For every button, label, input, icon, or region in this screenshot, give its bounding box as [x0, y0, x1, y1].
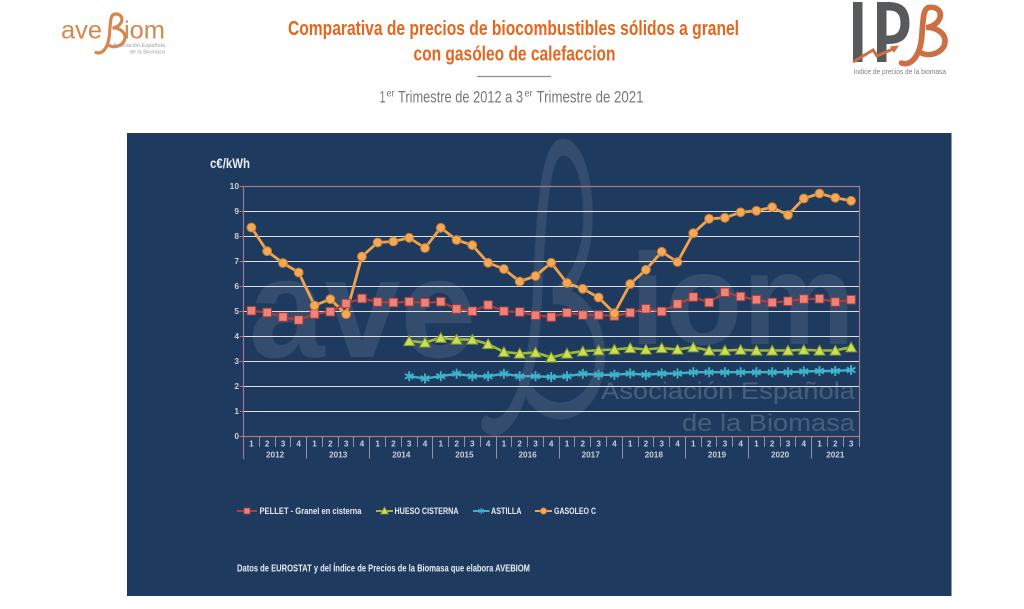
svg-text:de la Biomasa: de la Biomasa: [682, 410, 856, 437]
svg-text:GASOLEO C: GASOLEO C: [554, 506, 596, 516]
svg-text:2: 2: [770, 440, 775, 449]
svg-text:2: 2: [391, 440, 396, 449]
svg-text:2: 2: [833, 440, 838, 449]
svg-text:4: 4: [738, 440, 743, 449]
svg-text:3: 3: [723, 440, 728, 449]
svg-text:Asociación Española: Asociación Española: [113, 43, 166, 49]
svg-text:4: 4: [234, 331, 239, 341]
svg-text:2016: 2016: [518, 451, 537, 460]
svg-text:1: 1: [691, 440, 696, 449]
svg-text:Comparativa de precios de bioc: Comparativa de precios de biocombustible…: [288, 18, 739, 40]
svg-text:Asociación Española: Asociación Española: [601, 378, 856, 405]
svg-text:4: 4: [360, 440, 365, 449]
svg-text:4: 4: [802, 440, 807, 449]
svg-text:2: 2: [581, 440, 586, 449]
svg-text:2017: 2017: [582, 451, 601, 460]
svg-text:1: 1: [380, 88, 386, 107]
svg-text:Trimestre de 2021: Trimestre de 2021: [537, 88, 644, 107]
svg-text:er: er: [387, 89, 396, 100]
svg-text:1: 1: [234, 406, 239, 416]
svg-text:de la Biomasa: de la Biomasa: [130, 50, 166, 56]
svg-text:4: 4: [612, 440, 617, 449]
svg-text:1: 1: [628, 440, 633, 449]
svg-text:2: 2: [265, 440, 270, 449]
svg-text:3: 3: [659, 440, 664, 449]
svg-text:2020: 2020: [771, 451, 790, 460]
svg-text:2018: 2018: [645, 451, 664, 460]
svg-text:1: 1: [817, 440, 822, 449]
svg-text:con gasóleo de calefaccion: con gasóleo de calefaccion: [414, 44, 616, 66]
svg-text:2: 2: [454, 440, 459, 449]
svg-text:3: 3: [470, 440, 475, 449]
svg-text:6: 6: [234, 281, 239, 291]
svg-text:0: 0: [234, 431, 239, 441]
svg-text:3: 3: [344, 440, 349, 449]
svg-text:2021: 2021: [826, 451, 845, 460]
svg-text:4: 4: [675, 440, 680, 449]
svg-text:1: 1: [249, 440, 254, 449]
svg-text:3: 3: [596, 440, 601, 449]
svg-text:2: 2: [517, 440, 522, 449]
svg-text:1: 1: [439, 440, 444, 449]
svg-text:3: 3: [849, 440, 854, 449]
svg-text:3: 3: [786, 440, 791, 449]
svg-text:2: 2: [707, 440, 712, 449]
svg-text:5: 5: [234, 306, 239, 316]
svg-text:3: 3: [281, 440, 286, 449]
svg-text:1: 1: [312, 440, 317, 449]
svg-text:2012: 2012: [266, 451, 285, 460]
svg-text:Trimestre de 2012 a 3: Trimestre de 2012 a 3: [398, 88, 523, 107]
svg-text:3: 3: [407, 440, 412, 449]
svg-text:ave: ave: [61, 17, 102, 45]
svg-text:3: 3: [533, 440, 538, 449]
svg-text:1: 1: [375, 440, 380, 449]
svg-text:4: 4: [486, 440, 491, 449]
svg-text:3: 3: [234, 356, 239, 366]
svg-text:2: 2: [644, 440, 649, 449]
svg-text:2019: 2019: [708, 451, 727, 460]
svg-text:2013: 2013: [329, 451, 348, 460]
svg-text:8: 8: [234, 231, 239, 241]
svg-text:HUESO CISTERNA: HUESO CISTERNA: [395, 506, 459, 516]
svg-text:2015: 2015: [455, 451, 474, 460]
svg-text:Datos de EUROSTAT y del Índice: Datos de EUROSTAT y del Índice de Precio…: [237, 562, 530, 575]
svg-text:7: 7: [234, 256, 239, 266]
svg-text:2: 2: [328, 440, 333, 449]
svg-text:1: 1: [502, 440, 507, 449]
svg-text:4: 4: [296, 440, 301, 449]
svg-text:1: 1: [565, 440, 570, 449]
svg-text:1: 1: [754, 440, 759, 449]
svg-text:4: 4: [423, 440, 428, 449]
svg-text:iom: iom: [124, 17, 165, 45]
svg-text:PELLET - Granel en cisterna: PELLET - Granel en cisterna: [260, 506, 363, 516]
svg-text:c€/kWh: c€/kWh: [210, 156, 250, 171]
svg-text:ASTILLA: ASTILLA: [491, 506, 522, 516]
svg-text:er: er: [525, 89, 534, 100]
svg-text:9: 9: [234, 206, 239, 216]
svg-text:4: 4: [549, 440, 554, 449]
svg-text:índice de precios de la biomas: índice de precios de la biomasa: [854, 67, 947, 76]
svg-text:2: 2: [234, 381, 239, 391]
svg-text:10: 10: [230, 181, 240, 191]
svg-text:2014: 2014: [392, 451, 411, 460]
